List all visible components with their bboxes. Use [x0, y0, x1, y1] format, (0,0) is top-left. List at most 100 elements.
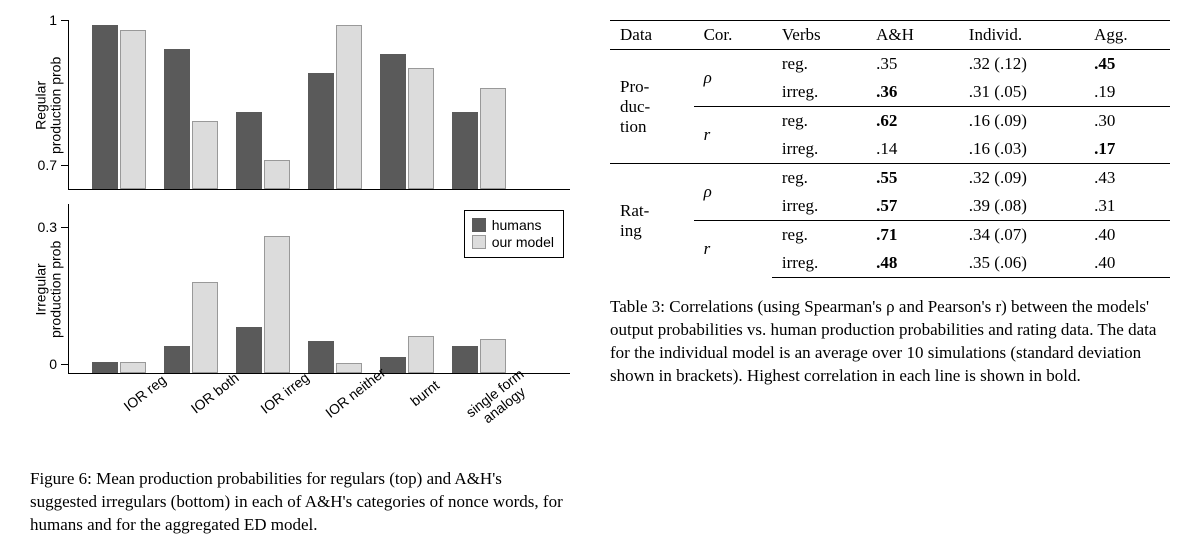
- bar-humans: [164, 49, 190, 189]
- bar-humans: [236, 112, 262, 189]
- subplot-irregular: Irregularproduction prob humans our mode…: [30, 204, 570, 374]
- legend-label-model: our model: [492, 234, 554, 250]
- x-label: IOR reg: [113, 366, 186, 432]
- y-tick-label: 0: [27, 356, 57, 372]
- table-body: Pro-duc-tionρreg..35.32 (.12).45irreg..3…: [610, 50, 1170, 278]
- bar-group: [452, 339, 506, 373]
- bar-group: [380, 54, 434, 189]
- bar-group: [92, 25, 146, 189]
- table-cell: irreg.: [772, 78, 866, 107]
- bar-model: [336, 363, 362, 374]
- table-3: DataCor.VerbsA&HIndivid.Agg. Pro-duc-tio…: [610, 20, 1170, 278]
- table-row: rreg..62.16 (.09).30: [610, 107, 1170, 136]
- bar-group: [236, 112, 290, 189]
- table-cell: irreg.: [772, 135, 866, 164]
- legend-swatch-model: [472, 235, 486, 249]
- legend: humans our model: [464, 210, 564, 258]
- table-cell: reg.: [772, 221, 866, 250]
- table-cell: .35 (.06): [959, 249, 1084, 278]
- bar-humans: [308, 73, 334, 189]
- bar-group: [308, 25, 362, 189]
- figure-6: Regularproduction prob 0.71 Irregularpro…: [30, 20, 570, 458]
- bar-model: [408, 336, 434, 373]
- bar-model: [192, 121, 218, 189]
- bar-group: [164, 49, 218, 189]
- x-label: IOR irreg: [253, 366, 326, 432]
- bar-model: [120, 30, 146, 189]
- table-row: Rat-ingρreg..55.32 (.09).43: [610, 164, 1170, 193]
- table-cell: irreg.: [772, 249, 866, 278]
- bar-model: [480, 88, 506, 189]
- table-cell: ρ: [694, 50, 772, 107]
- x-label: IOR both: [183, 366, 256, 432]
- plot-irregular: humans our model 00.3: [68, 204, 570, 374]
- bar-group: [380, 336, 434, 373]
- bar-humans: [92, 25, 118, 189]
- figure-caption: Figure 6: Mean production probabilities …: [30, 468, 570, 537]
- bar-humans: [452, 112, 478, 189]
- table-cell: reg.: [772, 50, 866, 79]
- x-label: burnt: [393, 366, 466, 432]
- x-axis-labels: IOR regIOR bothIOR irregIOR neitherburnt…: [84, 374, 570, 407]
- table-cell: .40: [1084, 221, 1170, 250]
- table-cell: .34 (.07): [959, 221, 1084, 250]
- table-cell: Rat-ing: [610, 164, 694, 278]
- bar-humans: [380, 54, 406, 189]
- table-cell: irreg.: [772, 192, 866, 221]
- bar-model: [264, 160, 290, 189]
- table-cell: .17: [1084, 135, 1170, 164]
- table-header-cell: Cor.: [694, 21, 772, 50]
- table-cell: .71: [866, 221, 959, 250]
- table-cell: .43: [1084, 164, 1170, 193]
- x-label: single form analogy: [463, 366, 536, 432]
- bar-group: [92, 362, 146, 373]
- table-cell: .16 (.03): [959, 135, 1084, 164]
- table-cell: .62: [866, 107, 959, 136]
- table-cell: r: [694, 221, 772, 278]
- table-cell: reg.: [772, 107, 866, 136]
- y-tick-label: 0.7: [27, 157, 57, 173]
- plot-regular: 0.71: [68, 20, 570, 190]
- table-header-cell: Individ.: [959, 21, 1084, 50]
- bar-group: [164, 282, 218, 373]
- ylabel-irregular: Irregularproduction prob: [34, 240, 65, 337]
- table-cell: .31: [1084, 192, 1170, 221]
- table-cell: ρ: [694, 164, 772, 221]
- legend-swatch-humans: [472, 218, 486, 232]
- bar-humans: [236, 327, 262, 373]
- table-row: rreg..71.34 (.07).40: [610, 221, 1170, 250]
- y-tick: [61, 20, 69, 21]
- bar-model: [192, 282, 218, 373]
- table-header-cell: Agg.: [1084, 21, 1170, 50]
- bar-group: [236, 236, 290, 373]
- table-cell: .40: [1084, 249, 1170, 278]
- table-cell: .55: [866, 164, 959, 193]
- table-cell: .57: [866, 192, 959, 221]
- bar-model: [264, 236, 290, 373]
- y-tick-label: 1: [27, 12, 57, 28]
- table-cell: r: [694, 107, 772, 164]
- y-tick: [61, 227, 69, 228]
- table-caption: Table 3: Correlations (using Spearman's …: [610, 296, 1170, 388]
- table-cell: .31 (.05): [959, 78, 1084, 107]
- table-header-row: DataCor.VerbsA&HIndivid.Agg.: [610, 21, 1170, 50]
- bar-group: [308, 341, 362, 373]
- figure-column: Regularproduction prob 0.71 Irregularpro…: [30, 20, 570, 537]
- bar-model: [336, 25, 362, 189]
- bar-model: [120, 362, 146, 373]
- table-cell: .19: [1084, 78, 1170, 107]
- bar-humans: [308, 341, 334, 373]
- table-header-cell: Verbs: [772, 21, 866, 50]
- table-cell: .32 (.12): [959, 50, 1084, 79]
- table-cell: .14: [866, 135, 959, 164]
- table-cell: .16 (.09): [959, 107, 1084, 136]
- bar-group: [452, 88, 506, 189]
- table-cell: .35: [866, 50, 959, 79]
- table-cell: .36: [866, 78, 959, 107]
- bar-humans: [92, 362, 118, 373]
- table-cell: Pro-duc-tion: [610, 50, 694, 164]
- bar-model: [480, 339, 506, 373]
- table-cell: .48: [866, 249, 959, 278]
- bar-humans: [452, 346, 478, 373]
- table-cell: reg.: [772, 164, 866, 193]
